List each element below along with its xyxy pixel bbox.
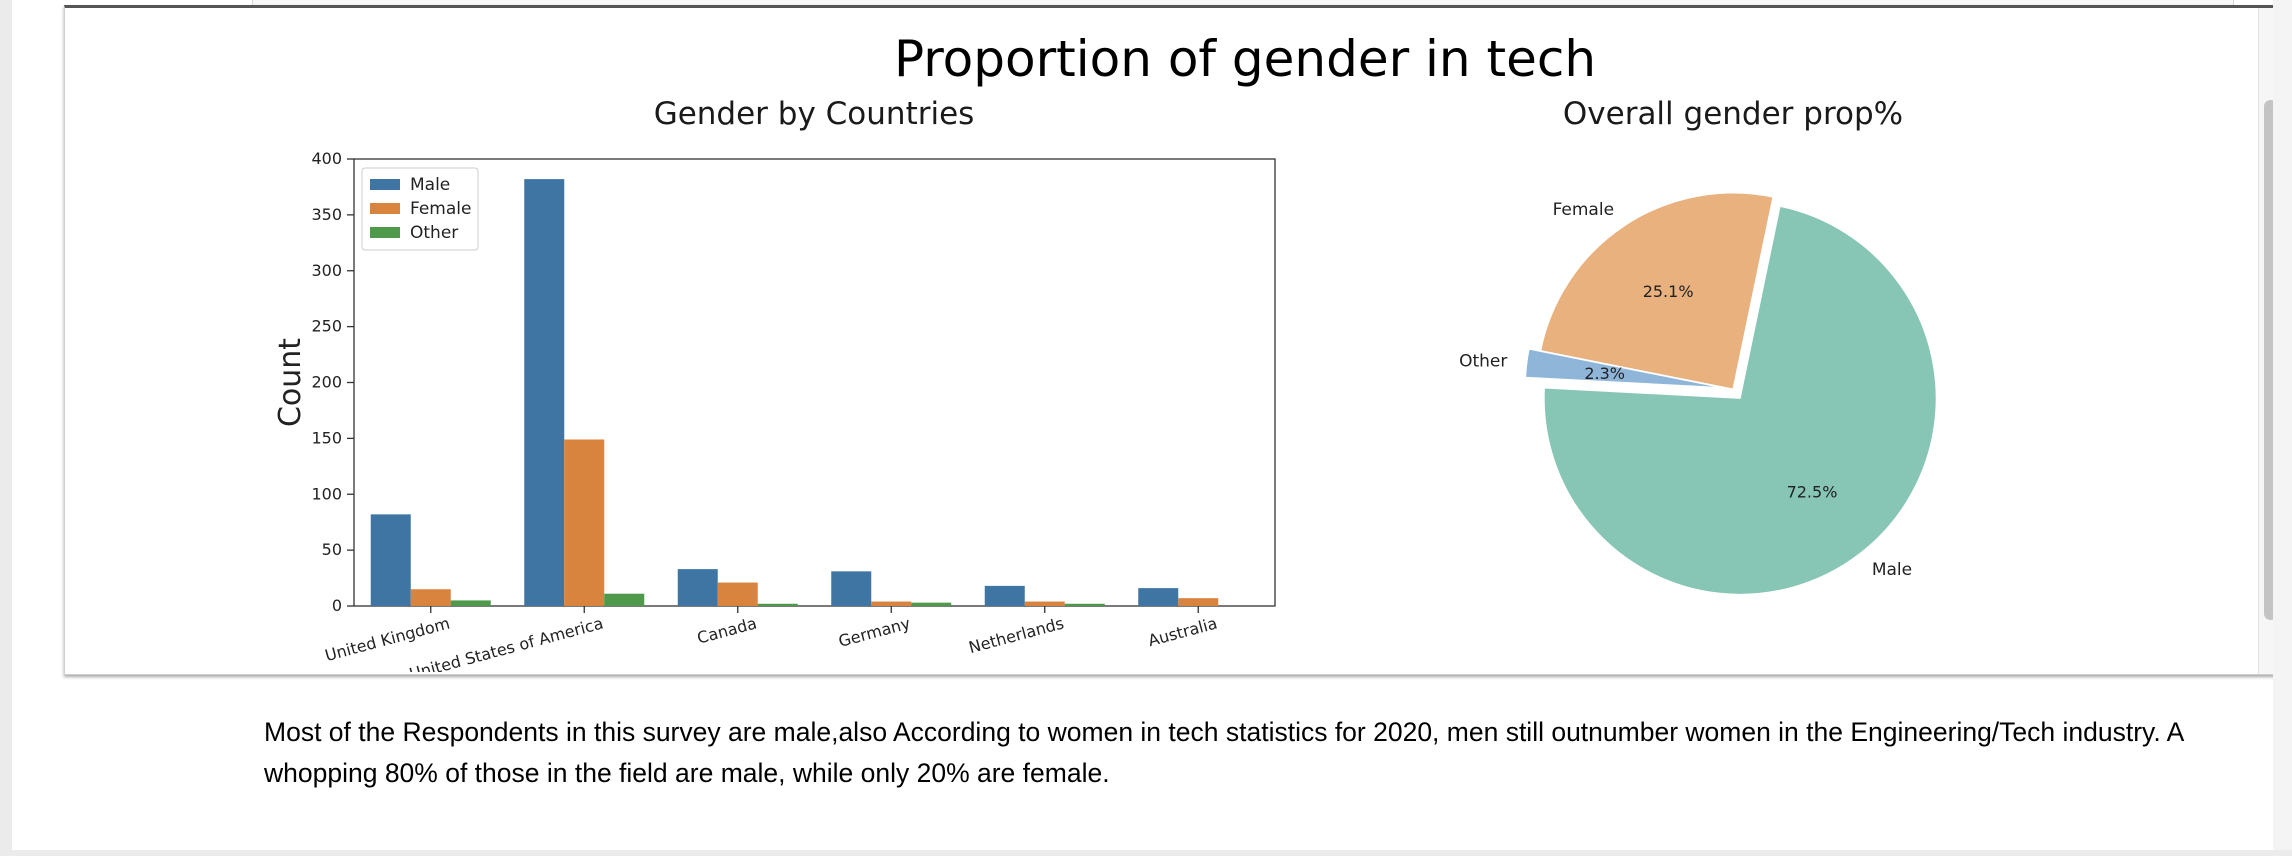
bar-male-2 [677, 569, 718, 606]
x-tick-label: United Kingdom [323, 614, 452, 666]
legend-label-male: Male [410, 175, 450, 195]
y-tick-label: 200 [311, 373, 342, 392]
bar-other-4 [1064, 603, 1105, 606]
bar-other-2 [757, 603, 798, 606]
y-tick-label: 0 [332, 596, 342, 615]
pie-label-male: Male [1872, 560, 1912, 580]
x-tick-label: Australia [1146, 614, 1219, 651]
pie-label-other: Other [1459, 352, 1507, 372]
bar-female-0 [410, 589, 451, 606]
bar-chart-legend: Male Female Other [361, 167, 479, 251]
bar-female-5 [1178, 598, 1219, 606]
pie-slice-female [1540, 192, 1774, 390]
y-tick-label: 100 [311, 484, 342, 503]
bar-other-3 [911, 602, 952, 606]
figure-title: Proportion of gender in tech [894, 30, 1596, 88]
bar-female-1 [564, 439, 605, 606]
markdown-cell-text: Most of the Respondents in this survey a… [264, 717, 2183, 788]
cell-output-area: Proportion of gender in tech Gender by C… [64, 5, 2282, 675]
bar-male-1 [524, 179, 565, 607]
bar-other-1 [604, 593, 645, 606]
pie-chart-title: Overall gender prop% [1563, 96, 1903, 132]
legend-swatch-male [370, 179, 400, 190]
y-tick-label: 50 [322, 540, 342, 559]
y-tick-label: 150 [311, 428, 342, 447]
legend-swatch-other [370, 227, 400, 238]
figure-canvas: Proportion of gender in tech Gender by C… [273, 30, 1937, 672]
x-tick-label: Netherlands [967, 614, 1066, 658]
pie-label-female: Female [1553, 200, 1614, 220]
x-tick-label: Canada [695, 614, 759, 648]
bar-other-0 [450, 600, 491, 606]
pie-pct-other: 2.3% [1584, 364, 1625, 383]
bar-male-3 [831, 571, 872, 606]
legend-swatch-female [370, 203, 400, 214]
pie-slice-other [1525, 348, 1722, 389]
y-axis-label: Count [273, 338, 308, 427]
pie-slice-male [1543, 205, 1937, 595]
y-tick-label: 400 [311, 149, 342, 168]
pie-pct-male: 72.5% [1787, 482, 1838, 501]
bar-female-2 [717, 582, 758, 606]
notebook-page: Proportion of gender in tech Gender by C… [12, 0, 2282, 850]
page-scrollbar[interactable] [2273, 0, 2292, 850]
y-tick-label: 350 [311, 205, 342, 224]
x-tick-label: Germany [836, 614, 912, 651]
legend-label-other: Other [410, 223, 458, 243]
y-tick-label: 250 [311, 317, 342, 336]
bar-plot-frame [353, 158, 1276, 607]
pie-chart: Male 72.5% Female 25.1% Other 2.3% [1459, 192, 1937, 595]
bar-chart-bars [370, 179, 1219, 607]
bar-male-4 [984, 585, 1025, 606]
y-tick-label: 300 [311, 261, 342, 280]
bar-male-0 [370, 514, 411, 606]
pie-pct-female: 25.1% [1643, 282, 1694, 301]
bar-female-4 [1024, 601, 1065, 606]
bar-female-3 [871, 601, 912, 606]
bar-chart-title: Gender by Countries [654, 96, 975, 132]
bar-male-5 [1138, 588, 1179, 606]
legend-label-female: Female [410, 199, 471, 219]
